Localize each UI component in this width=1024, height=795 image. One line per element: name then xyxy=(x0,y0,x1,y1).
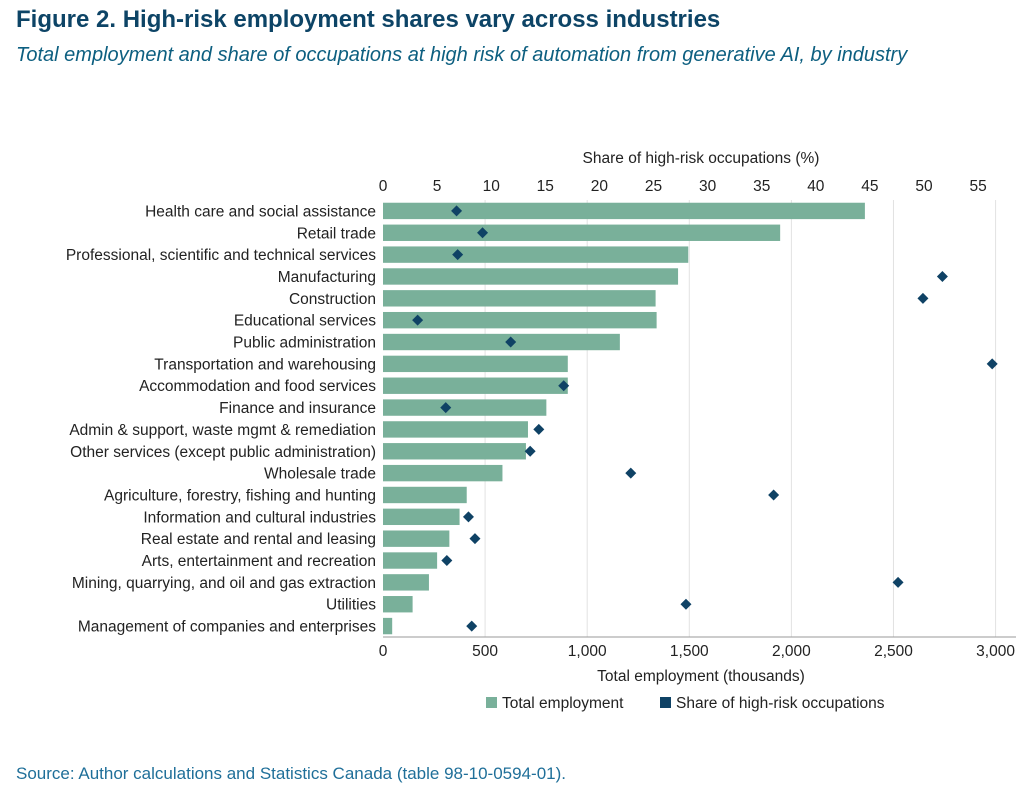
category-label: Educational services xyxy=(234,313,376,330)
marker xyxy=(558,380,570,392)
category-label: Admin & support, waste mgmt & remediatio… xyxy=(69,422,376,439)
bar xyxy=(383,246,689,263)
gridlines xyxy=(484,200,997,637)
marker xyxy=(440,402,452,414)
bottom-tick-label: 3,000 xyxy=(976,643,1015,660)
top-tick-label: 10 xyxy=(483,178,501,195)
marker xyxy=(917,292,929,304)
chart-title: Figure 2. High-risk employment shares va… xyxy=(16,6,721,33)
bar xyxy=(383,443,526,460)
marker xyxy=(533,423,545,435)
bar xyxy=(383,268,679,285)
marker xyxy=(625,467,637,479)
top-tick-label: 0 xyxy=(379,178,388,195)
legend-label-employment: Total employment xyxy=(502,695,624,712)
legend: Total employment Share of high-risk occu… xyxy=(486,695,885,712)
top-axis: Share of high-risk occupations (%) 0 5 10 1… xyxy=(379,150,987,195)
marker xyxy=(680,598,692,610)
category-label: Information and cultural industries xyxy=(143,509,376,526)
legend-label-share: Share of high-risk occupations xyxy=(676,695,885,712)
bar xyxy=(383,552,438,569)
category-label: Transportation and warehousing xyxy=(154,356,376,373)
bottom-tick-label: 2,000 xyxy=(772,643,811,660)
category-label: Health care and social assistance xyxy=(145,203,376,220)
marker xyxy=(936,270,948,282)
bar xyxy=(383,574,429,591)
bottom-axis-title: Total employment (thousands) xyxy=(597,668,805,685)
marker xyxy=(477,227,489,239)
category-label: Retail trade xyxy=(297,225,376,242)
category-label: Utilities xyxy=(326,597,376,614)
bottom-tick-label: 0 xyxy=(379,643,388,660)
source-note: Source: Author calculations and Statisti… xyxy=(16,764,566,783)
marker xyxy=(412,314,424,326)
bar xyxy=(383,311,657,329)
category-label: Other services (except public administra… xyxy=(70,444,376,461)
category-labels: Health care and social assistance Retail … xyxy=(66,203,376,635)
marker xyxy=(505,336,517,348)
top-tick-label: 35 xyxy=(753,178,770,195)
bar xyxy=(383,290,656,307)
category-label: Professional, scientific and technical s… xyxy=(66,247,376,264)
category-label: Accommodation and food services xyxy=(139,378,376,395)
bar xyxy=(383,508,460,526)
marker xyxy=(441,555,453,567)
bar xyxy=(383,464,503,482)
bar xyxy=(383,486,467,504)
category-label: Finance and insurance xyxy=(219,400,376,417)
bottom-tick-label: 500 xyxy=(472,643,498,660)
category-label: Real estate and rental and leasing xyxy=(141,531,376,548)
top-tick-label: 20 xyxy=(591,178,609,195)
bar xyxy=(383,421,528,438)
top-tick-label: 40 xyxy=(807,178,825,195)
marker xyxy=(466,620,478,632)
bar xyxy=(383,224,781,241)
marker xyxy=(768,489,780,501)
chart-subtitle: Total employment and share of occupation… xyxy=(16,44,908,66)
bottom-tick-label: 1,500 xyxy=(670,643,709,660)
category-label: Public administration xyxy=(233,335,376,352)
marker xyxy=(986,358,998,370)
top-tick-label: 45 xyxy=(861,178,878,195)
category-label: Construction xyxy=(289,291,376,308)
bar xyxy=(383,530,450,547)
bar xyxy=(383,355,568,373)
marker xyxy=(462,511,474,523)
markers xyxy=(412,205,998,632)
top-tick-label: 50 xyxy=(915,178,933,195)
legend-swatch-share xyxy=(660,697,671,708)
bar xyxy=(383,617,393,635)
top-tick-label: 55 xyxy=(970,178,987,195)
bottom-tick-label: 2,500 xyxy=(874,643,913,660)
category-label: Wholesale trade xyxy=(264,466,376,483)
bars xyxy=(383,202,865,635)
top-tick-label: 25 xyxy=(645,178,662,195)
category-label: Arts, entertainment and recreation xyxy=(142,553,376,570)
bar xyxy=(383,399,547,416)
top-axis-title: Share of high-risk occupations (%) xyxy=(583,150,820,167)
marker xyxy=(452,249,464,261)
bottom-tick-label: 1,000 xyxy=(568,643,607,660)
bar xyxy=(383,596,413,613)
marker xyxy=(524,445,536,457)
top-tick-label: 30 xyxy=(699,178,717,195)
marker xyxy=(469,533,481,545)
top-tick-label: 15 xyxy=(537,178,554,195)
category-label: Mining, quarrying, and oil and gas extra… xyxy=(72,575,376,592)
category-label: Manufacturing xyxy=(278,269,376,286)
category-label: Management of companies and enterprises xyxy=(78,619,376,636)
bar xyxy=(383,202,865,220)
bottom-axis: Total employment (thousands) 0 500 1,000 1,… xyxy=(379,636,1016,685)
marker xyxy=(892,576,904,588)
category-label: Agriculture, forestry, fishing and hunti… xyxy=(104,487,376,504)
top-tick-label: 5 xyxy=(433,178,442,195)
legend-swatch-employment xyxy=(486,697,497,708)
marker xyxy=(451,205,463,217)
bar xyxy=(383,333,620,351)
bar xyxy=(383,377,568,394)
